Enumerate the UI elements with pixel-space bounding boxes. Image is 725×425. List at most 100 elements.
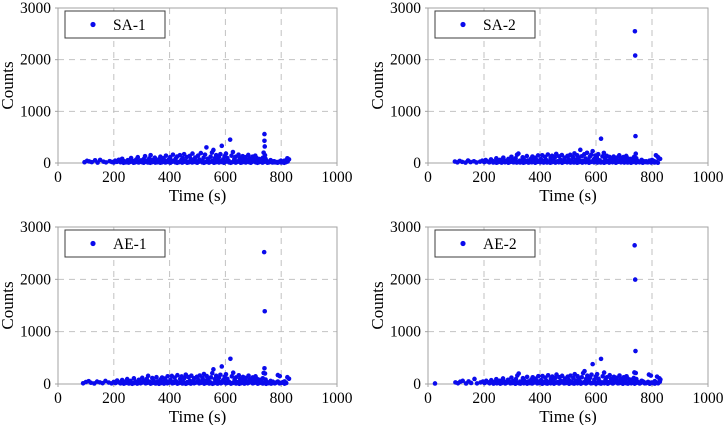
data-point (601, 370, 607, 375)
data-point (123, 380, 128, 386)
data-point (262, 308, 268, 314)
data-point (598, 136, 604, 142)
data-point (652, 378, 658, 384)
data-point (234, 159, 240, 164)
data-point (595, 151, 601, 157)
data-point (617, 373, 622, 378)
data-point (262, 138, 267, 144)
y-tick-label: 0 (43, 155, 51, 172)
data-point (643, 380, 649, 386)
data-point (219, 143, 225, 149)
data-point (180, 155, 186, 161)
data-point (588, 152, 594, 158)
y-axis-label: Counts (368, 61, 387, 109)
y-tick-label: 2000 (20, 52, 51, 69)
legend-label: AE-1 (113, 236, 147, 253)
data-point (198, 150, 204, 156)
data-point (545, 373, 551, 378)
data-point (176, 380, 182, 385)
data-point (145, 373, 151, 379)
data-point (181, 151, 187, 157)
data-point (230, 370, 236, 375)
data-point (272, 160, 278, 165)
data-point (262, 131, 267, 137)
data-point (512, 380, 517, 386)
y-tick-label: 1000 (20, 103, 51, 120)
legend-label: SA-2 (483, 17, 516, 34)
data-point (223, 371, 229, 377)
data-point (633, 348, 638, 354)
data-point (511, 159, 517, 165)
x-tick-label: 600 (214, 390, 238, 407)
legend-label: AE-2 (483, 236, 517, 253)
y-tick-label: 0 (413, 155, 421, 172)
legend-sa-2: SA-2 (434, 10, 536, 39)
x-tick-label: 0 (424, 390, 432, 407)
x-tick-label: 200 (472, 169, 496, 186)
x-tick-label: 200 (472, 390, 496, 407)
data-point (658, 377, 663, 382)
data-point (180, 379, 186, 384)
data-point (206, 158, 212, 164)
data-point (582, 368, 587, 374)
y-axis-label: Counts (0, 61, 17, 109)
legend-box (64, 229, 166, 258)
panel-ae-2: 0 200 400 600 800 1000 0 1000 2000 3000 Time (s) Co… (368, 219, 724, 425)
data-point (282, 379, 287, 384)
data-point (286, 157, 292, 162)
y-axis-label: Counts (0, 281, 17, 329)
y-tick-label: 2000 (390, 271, 421, 288)
data-point (262, 152, 268, 158)
data-point (474, 160, 479, 165)
data-point (598, 356, 604, 362)
legend-box (64, 10, 166, 39)
data-point (135, 154, 141, 160)
x-tick-label: 600 (584, 169, 608, 186)
data-point (569, 379, 575, 384)
data-point (516, 151, 521, 156)
data-point (177, 152, 183, 158)
data-point (245, 152, 251, 158)
data-point (584, 150, 590, 156)
data-point (492, 380, 497, 386)
y-tick-label: 3000 (390, 0, 421, 17)
x-tick-label: 800 (640, 169, 664, 186)
data-point (606, 379, 611, 385)
y-axis-label: Counts (368, 281, 387, 329)
data-point (236, 373, 242, 378)
legend-marker (90, 240, 96, 247)
data-point (569, 158, 574, 164)
data-point (142, 153, 148, 159)
data-point (143, 380, 148, 386)
data-point (632, 53, 638, 58)
data-point (524, 153, 530, 159)
data-point (524, 374, 530, 380)
data-point (590, 148, 595, 154)
x-tick-label: 400 (158, 390, 182, 407)
data-point (223, 151, 229, 156)
data-point (170, 152, 176, 157)
data-point (175, 372, 180, 378)
legend-ae-2: AE-2 (434, 229, 536, 258)
data-point (262, 371, 268, 376)
data-point (218, 372, 223, 378)
y-tick-label: 0 (43, 376, 51, 393)
data-point (632, 277, 638, 282)
data-point (229, 153, 234, 158)
data-point (552, 375, 558, 381)
data-point (657, 156, 663, 162)
data-point (209, 370, 215, 376)
data-point (589, 372, 594, 377)
data-point (145, 160, 151, 165)
data-point (246, 373, 251, 378)
data-point (546, 159, 552, 164)
data-point (261, 249, 267, 255)
data-point (226, 379, 232, 384)
data-point (513, 155, 518, 161)
data-point (229, 374, 235, 379)
data-point (578, 147, 583, 153)
data-point (460, 378, 466, 384)
y-tick-label: 3000 (20, 219, 51, 236)
data-point (262, 144, 268, 149)
data-point (236, 152, 241, 157)
